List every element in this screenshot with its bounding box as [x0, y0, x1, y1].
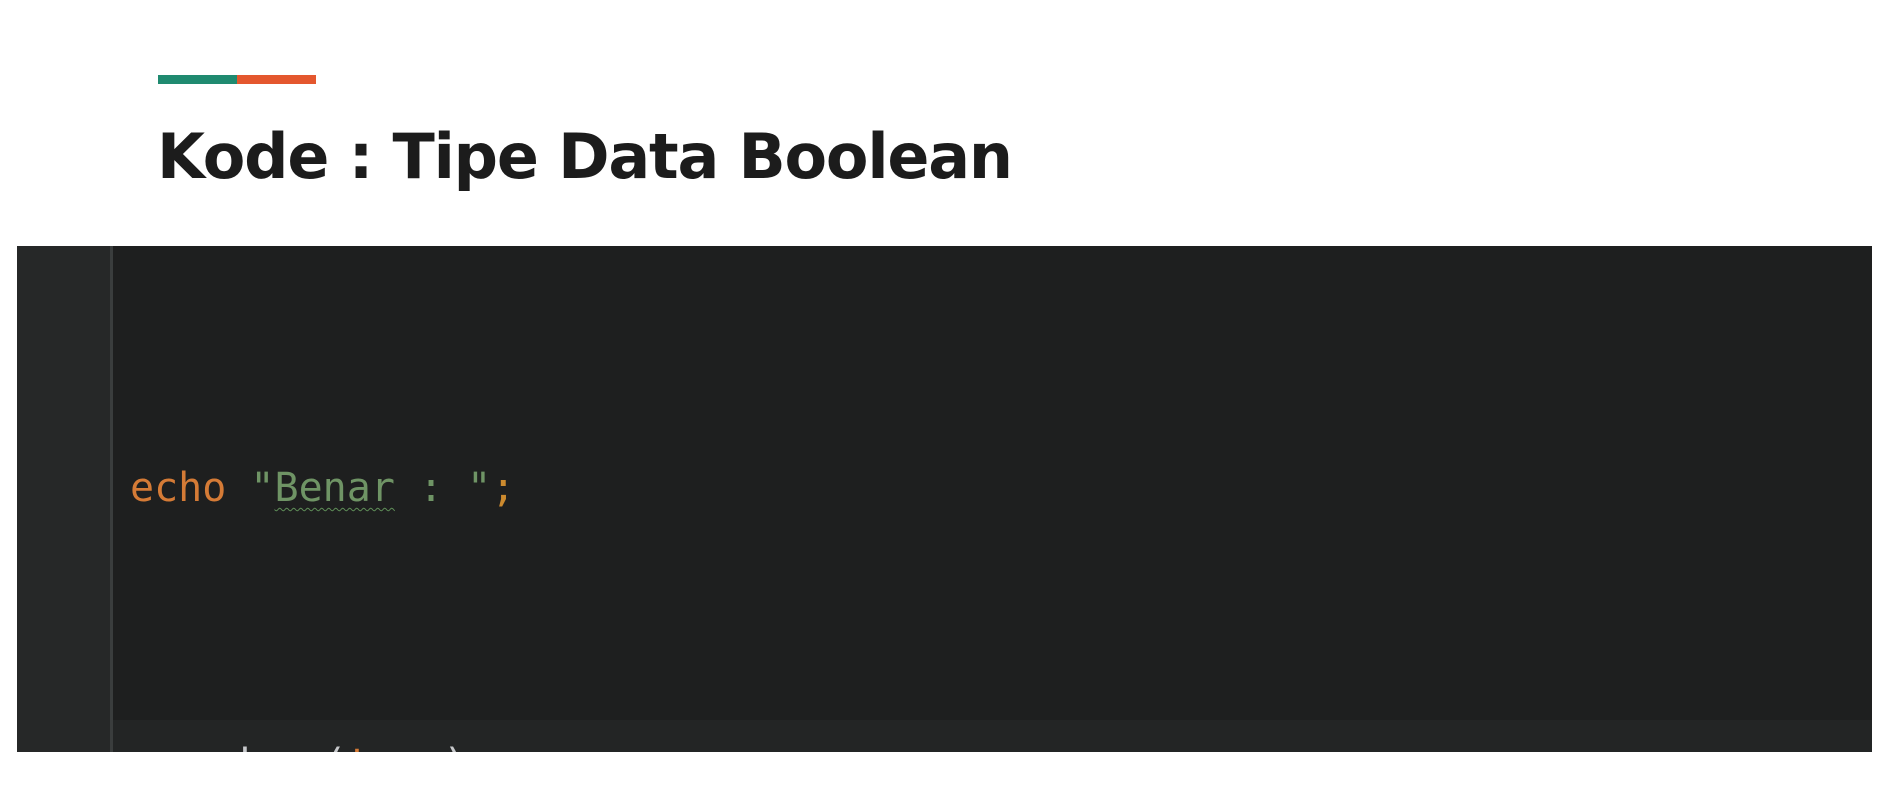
semicolon: ;: [467, 741, 491, 752]
string-word-typo: Benar: [274, 465, 395, 511]
paren-open: (: [323, 741, 347, 752]
accent-bar-orange-segment: [237, 75, 316, 84]
code-line-2: var_dump(true);: [130, 730, 515, 752]
string-rest: : ": [394, 465, 492, 511]
paren-close: ): [443, 741, 467, 752]
code-area: [113, 246, 1872, 720]
accent-bar-green-segment: [158, 75, 237, 84]
code-editor[interactable]: echo "Benar : "; var_dump(true); echo "S…: [17, 246, 1872, 752]
editor-bottom-strip: [113, 720, 1872, 752]
code-line-1: echo "Benar : ";: [130, 454, 515, 523]
slide-title: Kode : Tipe Data Boolean: [157, 120, 1013, 193]
editor-gutter: [17, 246, 110, 752]
keyword-echo: echo: [130, 465, 227, 511]
semicolon: ;: [491, 465, 516, 511]
token-space: [226, 465, 250, 511]
gutter-divider: [110, 246, 113, 752]
code-block[interactable]: echo "Benar : "; var_dump(true); echo "S…: [130, 316, 515, 752]
string-quote-open: ": [250, 465, 275, 511]
boolean-literal: true: [347, 741, 443, 752]
function-name: var_dump: [130, 741, 323, 752]
title-accent-bar: [158, 75, 316, 84]
